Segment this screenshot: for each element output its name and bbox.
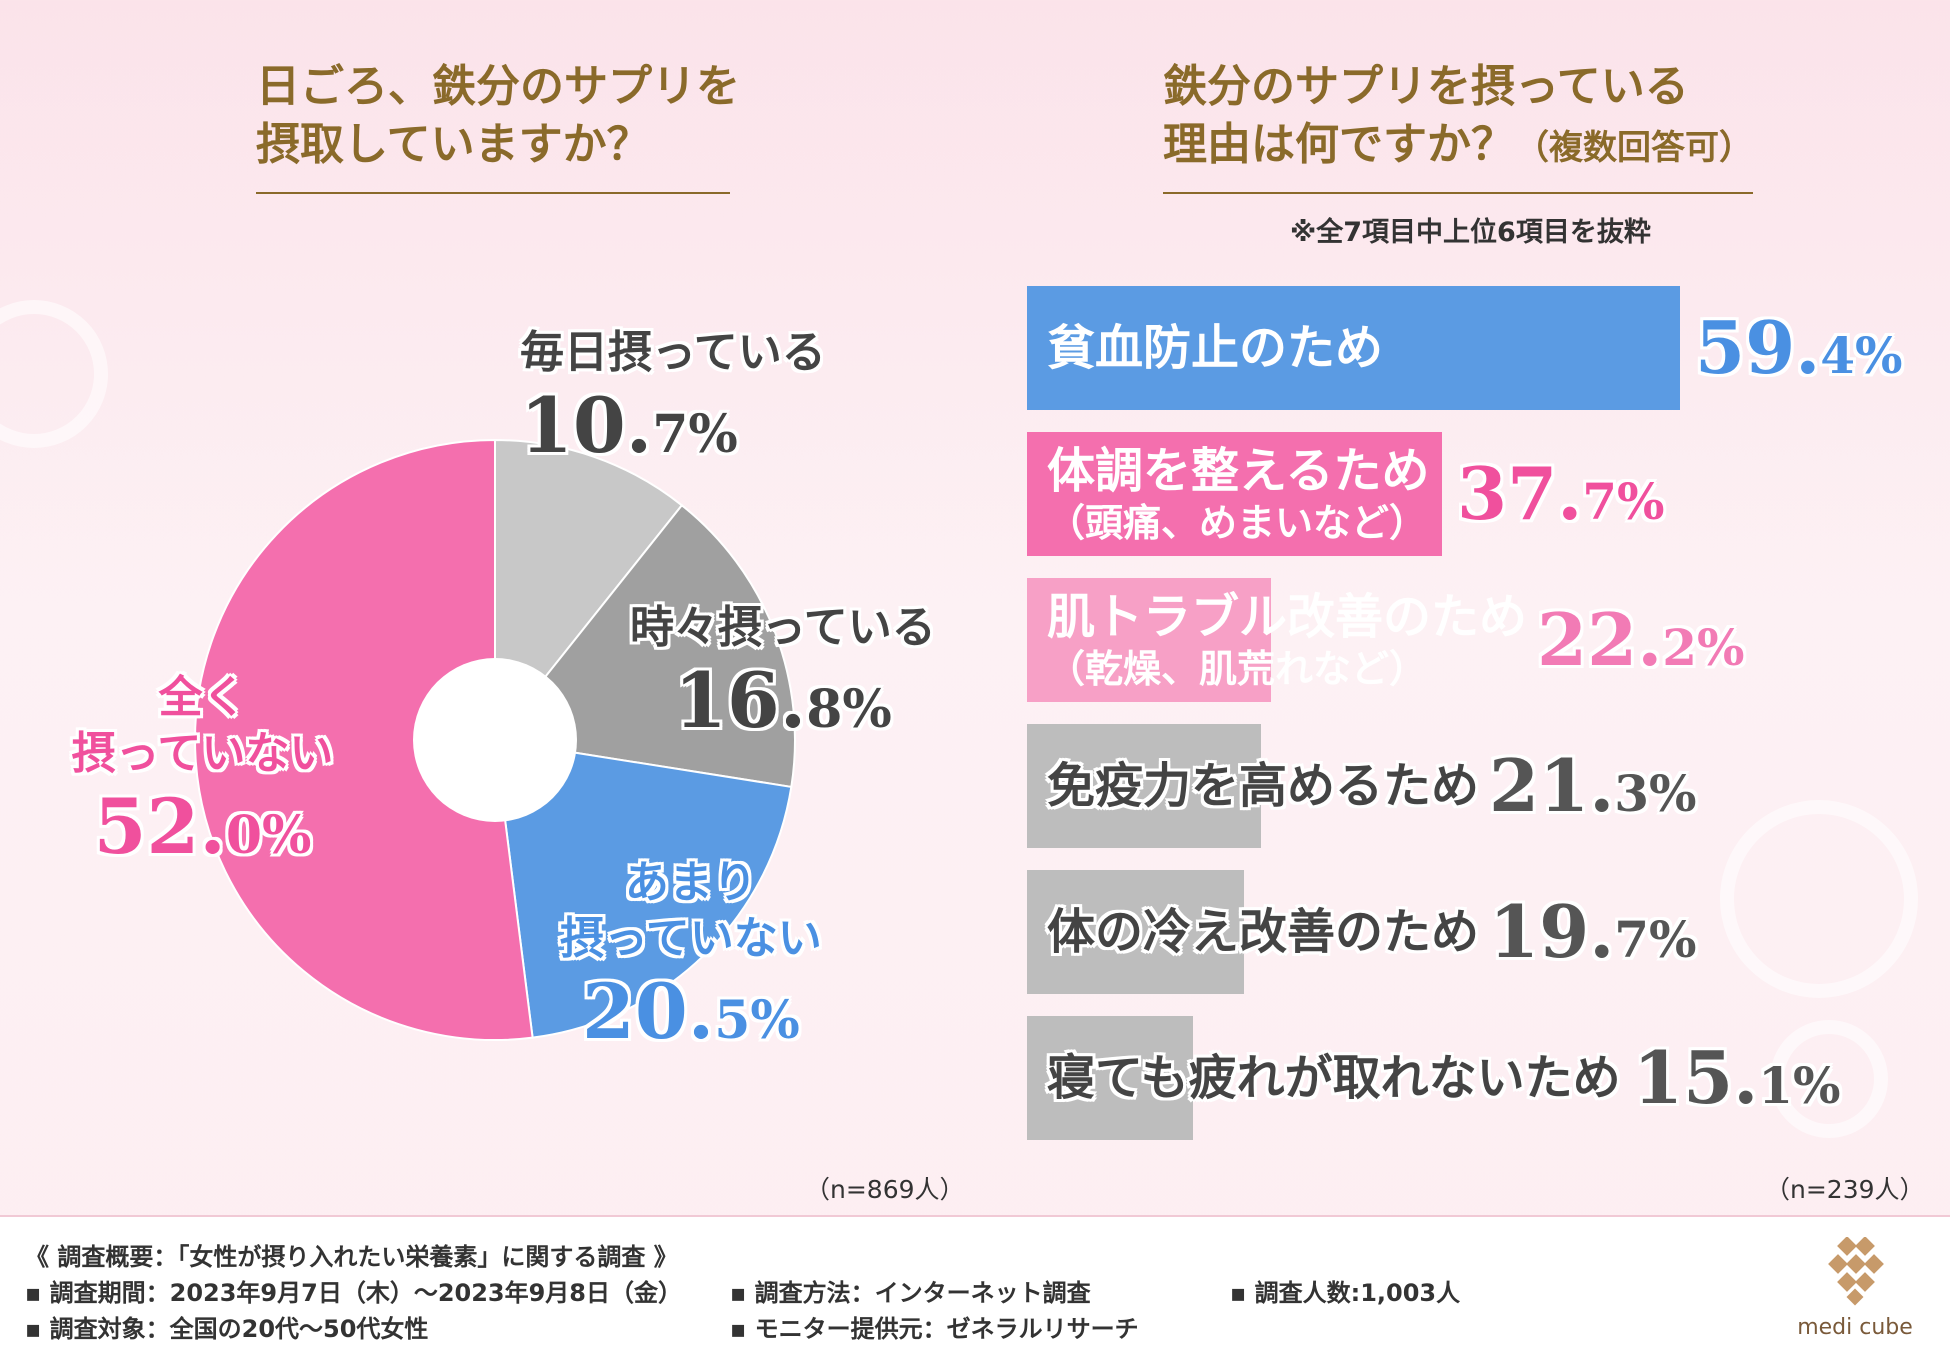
bar (1027, 724, 1261, 848)
bar-label-main: 寝ても疲れが取れないため (1047, 1050, 1621, 1106)
pie-slice-rarely (493, 738, 793, 1039)
bar-label: 体調を整えるため （頭痛、めまいなど） (1047, 432, 1430, 556)
bar (1027, 1016, 1193, 1140)
footer-period: ▪ 調査期間：2023年9月7日（木）～2023年9月8日（金） (25, 1279, 683, 1307)
pie-label-daily: 毎日摂っている 10.7% (520, 327, 826, 470)
right-sample-size: （n=239人） (1765, 1175, 1925, 1204)
left-title-rule (256, 192, 730, 194)
excerpt-note: ※全7項目中上位6項目を抜粋 (1290, 217, 1651, 248)
bar-label: 貧血防止のため (1047, 286, 1383, 410)
bar-label-main: 肌トラブル改善のため (1047, 589, 1528, 645)
bar-value-label: 37.7% (1457, 451, 1665, 536)
bar-value-label: 22.2% (1537, 597, 1745, 682)
footer-method: ▪ 調査方法：インターネット調査 (730, 1279, 1091, 1307)
bar-label-sub: （頭痛、めまいなど） (1047, 501, 1428, 545)
medicube-logo: medi cube (1795, 1236, 1915, 1340)
left-question-title: 日ごろ、鉄分のサプリを 摂取していますか？ (256, 61, 740, 170)
logo-text: medi cube (1797, 1315, 1913, 1340)
pie-center-hole (413, 658, 577, 822)
pie-label-never: 全く 摂っていない 52.0% (71, 672, 334, 871)
left-sample-size: （n=869人） (805, 1175, 965, 1204)
pie-label-sometimes: 時々摂っている 16.8% (630, 602, 936, 745)
bar-label-main: 体の冷え改善のため (1047, 904, 1480, 960)
pie-slice-never (193, 438, 534, 1041)
bar (1027, 286, 1680, 410)
footer-target: ▪ 調査対象：全国の20代～50代女性 (25, 1315, 429, 1343)
bar-value-label: 19.7% (1489, 889, 1697, 974)
medicube-logo-icon (1828, 1236, 1884, 1306)
bar-label: 寝ても疲れが取れないため (1047, 1016, 1621, 1140)
bar-label-main: 体調を整えるため (1047, 443, 1430, 499)
pie-slice-daily (494, 438, 684, 743)
pie-label-rarely: あまり 摂っていない 20.5% (560, 857, 822, 1056)
right-question-title: 鉄分のサプリを摂っている 理由は何ですか？（複数回答可） (1163, 61, 1753, 170)
bar (1027, 432, 1442, 556)
bar (1027, 578, 1271, 702)
bar-label-main: 免疫力を高めるため (1047, 758, 1480, 814)
bar-label-sub: （乾燥、肌荒れなど） (1047, 647, 1428, 691)
bar (1027, 870, 1244, 994)
right-title-rule (1163, 192, 1753, 194)
bar-value-label: 21.3% (1489, 743, 1697, 828)
footer-count: ▪ 調査人数:1,003人 (1230, 1279, 1461, 1307)
survey-footer: 《 調査概要：「女性が摂り入れたい栄養素」に関する調査 》 ▪ 調査期間：202… (0, 1215, 1950, 1352)
bar-value-label: 59.4% (1695, 305, 1903, 390)
bar-label: 免疫力を高めるため (1047, 724, 1479, 848)
bar-label: 体の冷え改善のため (1047, 870, 1479, 994)
footer-heading: 《 調査概要：「女性が摂り入れたい栄養素」に関する調査 》 (25, 1243, 678, 1271)
bar-value-label: 15.1% (1633, 1035, 1841, 1120)
footer-provider: ▪ モニター提供元：ゼネラルリサーチ (730, 1315, 1139, 1343)
bar-label: 肌トラブル改善のため （乾燥、肌荒れなど） (1047, 578, 1527, 702)
bar-label-main: 貧血防止のため (1047, 320, 1384, 376)
